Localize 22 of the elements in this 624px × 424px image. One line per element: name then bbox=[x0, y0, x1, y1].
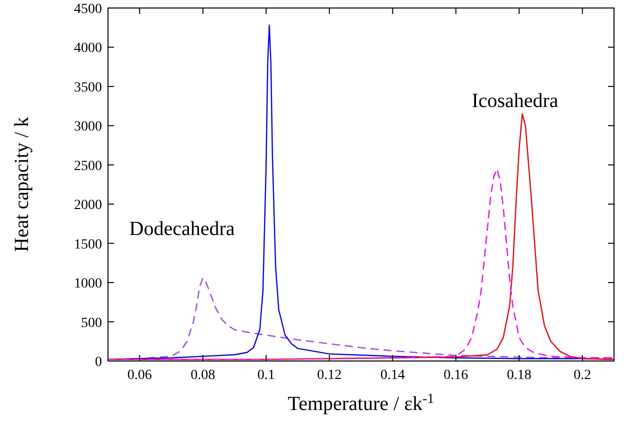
x-tick-label: 0.14 bbox=[380, 368, 405, 383]
y-tick-label: 4500 bbox=[74, 2, 102, 17]
y-tick-label: 0 bbox=[95, 355, 102, 370]
x-tick-label: 0.2 bbox=[574, 368, 592, 383]
y-tick-label: 3500 bbox=[74, 80, 102, 96]
y-tick-label: 4000 bbox=[74, 41, 102, 56]
y-axis-title: Heat capacity / k bbox=[11, 117, 33, 252]
x-tick-label: 0.18 bbox=[506, 368, 532, 383]
y-tick-label: 1500 bbox=[74, 237, 102, 252]
y-tick-label: 2000 bbox=[74, 198, 102, 214]
x-tick-label: 0.1 bbox=[257, 368, 275, 383]
annotation: Icosahedra bbox=[472, 90, 558, 112]
x-tick-label: 0.16 bbox=[444, 368, 468, 383]
y-tick-label: 1000 bbox=[74, 276, 102, 292]
x-tick-label: 0.06 bbox=[127, 368, 152, 383]
annotation: Dodecahedra bbox=[129, 218, 235, 240]
x-tick-label: 0.08 bbox=[190, 368, 216, 383]
y-tick-label: 3000 bbox=[74, 120, 102, 135]
x-tick-label: 0.12 bbox=[317, 368, 342, 383]
y-tick-label: 2500 bbox=[74, 158, 102, 174]
x-axis-title: Temperature / εk$^{-1}$ bbox=[288, 392, 434, 415]
y-tick-label: 500 bbox=[81, 316, 102, 331]
